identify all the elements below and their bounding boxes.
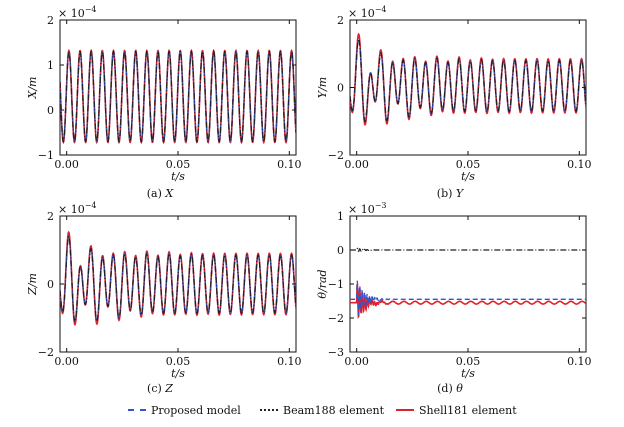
series-line-proposed xyxy=(350,280,586,316)
x-tick-label: 0.00 xyxy=(54,355,79,368)
x-axis-label: t/s xyxy=(461,170,475,183)
y-tick-label: −3 xyxy=(328,346,344,359)
x-tick-label: 0.05 xyxy=(166,355,191,368)
y-tick-label: −2 xyxy=(328,312,344,325)
y-tick-label: 0 xyxy=(337,82,344,95)
series-line-beam xyxy=(60,235,296,323)
y-tick-label: −2 xyxy=(328,149,344,162)
y-tick-label: −1 xyxy=(38,149,54,162)
legend-swatch-shell xyxy=(396,409,414,411)
series-line-shell xyxy=(350,283,586,319)
plot-frame xyxy=(349,215,587,353)
panel-caption: (a) X xyxy=(147,187,175,200)
y-axis-label: Y/m xyxy=(316,77,329,98)
y-axis-label: Z/m xyxy=(26,273,39,296)
x-tick-label: 0.10 xyxy=(277,355,302,368)
y-tick-label: 1 xyxy=(47,59,54,72)
x-tick-label: 0.10 xyxy=(277,158,302,171)
y-tick-label: −1 xyxy=(328,278,344,291)
legend-label-shell: Shell181 element xyxy=(419,403,517,417)
x-tick-label: 0.10 xyxy=(567,355,592,368)
exponent-label: × 10−3 xyxy=(348,201,387,216)
series-line-beam xyxy=(60,50,296,143)
x-tick-label: 0.10 xyxy=(567,158,592,171)
x-axis-label: t/s xyxy=(171,367,185,380)
x-axis-label: t/s xyxy=(461,367,475,380)
x-tick-label: 0.00 xyxy=(344,158,369,171)
legend-item-beam: Beam188 element xyxy=(260,400,384,420)
legend-label-beam: Beam188 element xyxy=(283,403,385,417)
x-tick-label: 0.00 xyxy=(344,355,369,368)
panel-caption: (b) Y xyxy=(437,187,465,200)
y-axis-label: X/m xyxy=(26,77,39,100)
series-line-beam xyxy=(350,247,586,252)
legend-item-proposed: Proposed model xyxy=(128,400,241,420)
exponent-label: × 10−4 xyxy=(58,5,97,20)
y-tick-label: 1 xyxy=(337,210,344,223)
exponent-label: × 10−4 xyxy=(348,5,387,20)
x-axis-label: t/s xyxy=(171,170,185,183)
y-tick-label: 0 xyxy=(47,104,54,117)
x-tick-label: 0.05 xyxy=(456,158,481,171)
x-tick-label: 0.00 xyxy=(54,158,79,171)
y-axis-label: θ/rad xyxy=(316,269,329,298)
x-tick-label: 0.05 xyxy=(166,158,191,171)
y-tick-label: −2 xyxy=(38,346,54,359)
y-tick-label: 0 xyxy=(47,278,54,291)
y-tick-label: 2 xyxy=(47,210,54,223)
exponent-label: × 10−4 xyxy=(58,201,97,216)
y-tick-label: 0 xyxy=(337,244,344,257)
x-tick-label: 0.05 xyxy=(456,355,481,368)
legend-swatch-beam xyxy=(260,409,278,411)
legend-item-shell: Shell181 element xyxy=(396,400,517,420)
panel-caption: (d) θ xyxy=(437,382,463,395)
legend: Proposed model Beam188 element Shell181 … xyxy=(0,400,624,420)
y-tick-label: 2 xyxy=(47,14,54,27)
panel-caption: (c) Z xyxy=(147,382,173,395)
legend-label-proposed: Proposed model xyxy=(151,403,241,417)
y-tick-label: 2 xyxy=(337,14,344,27)
series-line-beam xyxy=(350,37,586,123)
legend-swatch-proposed xyxy=(128,409,146,411)
